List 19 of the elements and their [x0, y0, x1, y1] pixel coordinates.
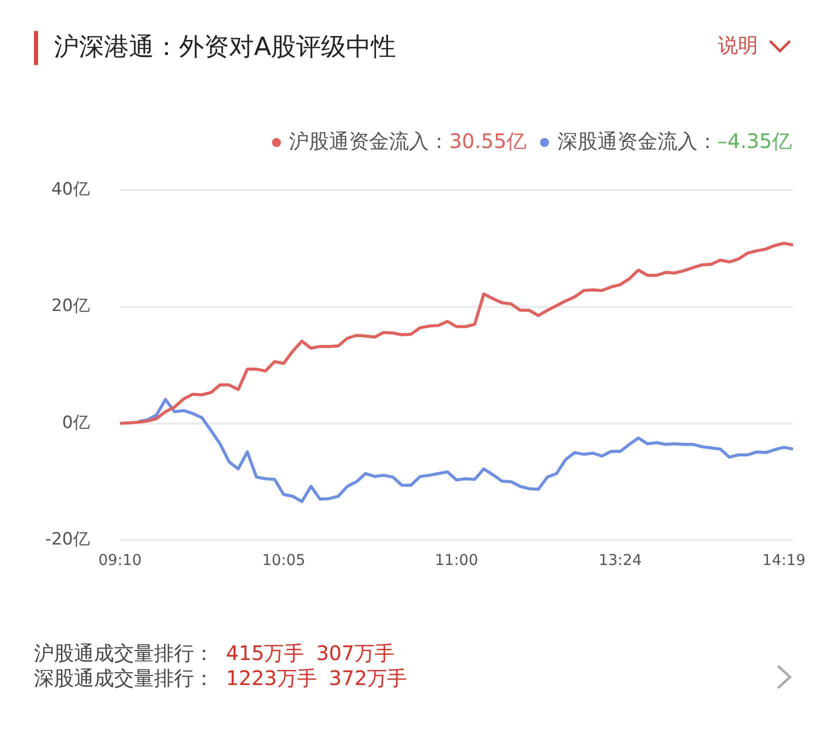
- text: 415万手: [226, 640, 304, 667]
- x-tick-label: 11:00: [434, 550, 478, 569]
- text: 沪股通成交量排行：: [34, 640, 214, 667]
- y-tick-label: 40亿: [51, 180, 90, 200]
- text: 深股通成交量排行：: [34, 665, 214, 692]
- text: 372万手: [328, 665, 408, 692]
- x-tick-label: 13:24: [598, 550, 642, 569]
- text: 30.55亿: [449, 129, 526, 153]
- y-tick-label: -20亿: [45, 529, 90, 550]
- text: 307万手: [316, 640, 394, 667]
- x-tick-label: 10:05: [262, 550, 306, 569]
- x-tick-label: 09:10: [98, 550, 142, 569]
- chart-title: 沪深港通：外资对A股评级中性: [54, 31, 396, 63]
- x-tick-label: 14:19: [762, 550, 806, 569]
- text: 1223万手: [226, 665, 317, 692]
- y-tick-label: 20亿: [51, 296, 90, 316]
- y-tick-label: 0亿: [62, 412, 90, 433]
- text: –4.35亿: [717, 129, 792, 153]
- text: 说明: [718, 32, 758, 59]
